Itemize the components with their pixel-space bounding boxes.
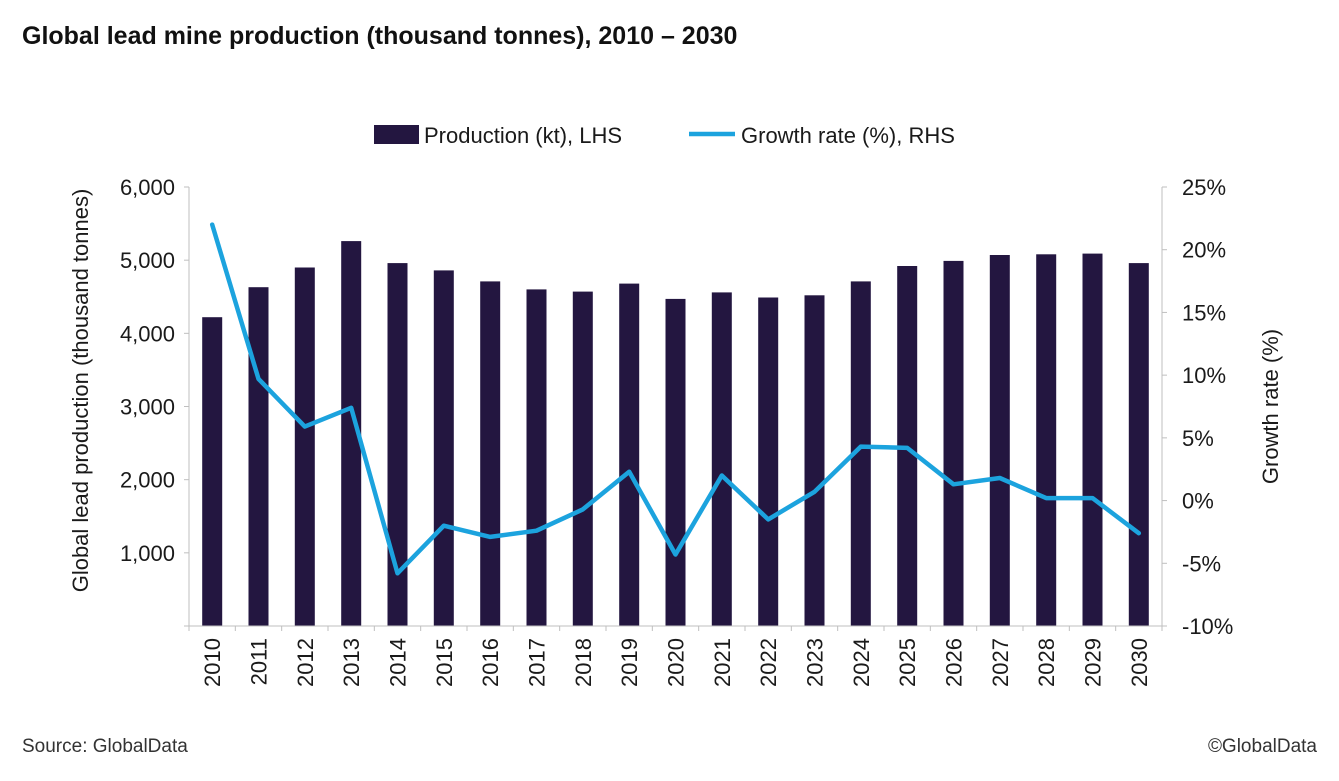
- bar-2016: [480, 281, 501, 626]
- right-tick-label: -10%: [1182, 614, 1233, 639]
- x-tick-label: 2010: [200, 638, 225, 687]
- x-tick-label: 2025: [895, 638, 920, 687]
- bar-2011: [248, 287, 269, 626]
- legend: Production (kt), LHS Growth rate (%), RHS: [374, 123, 955, 148]
- x-tick-label: 2030: [1127, 638, 1152, 687]
- right-tick-label: 0%: [1182, 489, 1214, 514]
- bar-2023: [804, 295, 825, 626]
- bar-series: [202, 241, 1149, 627]
- bar-2030: [1128, 263, 1149, 626]
- bar-2014: [387, 263, 408, 626]
- x-tick-label: 2020: [664, 638, 689, 687]
- bar-2029: [1082, 253, 1103, 626]
- x-tick-label: 2013: [339, 638, 364, 687]
- bar-2010: [202, 317, 223, 626]
- bar-2013: [341, 241, 362, 626]
- bar-2018: [572, 291, 593, 626]
- axes: 1,000 2,000 3,000 4,000 5,000 6,000 -10% -5% 0% 5…: [68, 175, 1283, 687]
- x-tick-label: 2023: [803, 638, 828, 687]
- x-tick-label: 2022: [756, 638, 781, 687]
- left-tick-label: 6,000: [120, 175, 175, 200]
- bar-2022: [758, 297, 779, 626]
- bar-2015: [433, 270, 454, 626]
- left-tick-label: 4,000: [120, 321, 175, 346]
- right-tick-label: 20%: [1182, 238, 1226, 263]
- left-tick-label: 2,000: [120, 468, 175, 493]
- x-tick-label: 2019: [617, 638, 642, 687]
- bar-2024: [850, 281, 871, 626]
- x-tick-label: 2028: [1034, 638, 1059, 687]
- x-tick-label: 2016: [478, 638, 503, 687]
- right-tick-label: -5%: [1182, 551, 1221, 576]
- legend-label-growth: Growth rate (%), RHS: [741, 123, 955, 148]
- bar-2021: [711, 292, 732, 626]
- line-series: [209, 222, 1142, 576]
- x-tick-label: 2014: [386, 638, 411, 687]
- x-tick-label: 2018: [571, 638, 596, 687]
- x-tick-label: 2012: [293, 638, 318, 687]
- left-tick-label: 5,000: [120, 248, 175, 273]
- chart-title: Global lead mine production (thousand to…: [22, 22, 738, 50]
- left-tick-label: 1,000: [120, 541, 175, 566]
- x-tick-label: 2029: [1081, 638, 1106, 687]
- x-tick-label: 2011: [247, 638, 272, 685]
- x-tick-label: 2024: [849, 638, 874, 687]
- x-tick-label: 2015: [432, 638, 457, 687]
- x-tick-label: 2026: [942, 638, 967, 687]
- y-axis-title: Global lead production (thousand tonnes): [68, 189, 93, 593]
- copyright-note: ©GlobalData: [1207, 736, 1317, 757]
- bar-2019: [619, 283, 640, 626]
- bar-2020: [665, 298, 686, 626]
- bar-2027: [989, 255, 1010, 626]
- y-axis-right-title: Growth rate (%): [1258, 329, 1283, 484]
- x-tick-label: 2017: [525, 638, 550, 687]
- bar-2012: [294, 267, 315, 626]
- x-tick-label: 2027: [988, 638, 1013, 687]
- source-note: Source: GlobalData: [22, 736, 188, 757]
- right-tick-label: 15%: [1182, 300, 1226, 325]
- legend-label-production: Production (kt), LHS: [424, 123, 622, 148]
- right-tick-label: 5%: [1182, 426, 1214, 451]
- bar-2026: [943, 260, 964, 626]
- right-tick-label: 10%: [1182, 363, 1226, 388]
- right-tick-label: 25%: [1182, 175, 1226, 200]
- x-tick-label: 2021: [710, 638, 735, 687]
- left-tick-label: 3,000: [120, 395, 175, 420]
- bar-2028: [1036, 254, 1057, 627]
- legend-swatch-production: [374, 125, 419, 144]
- bar-2017: [526, 289, 547, 626]
